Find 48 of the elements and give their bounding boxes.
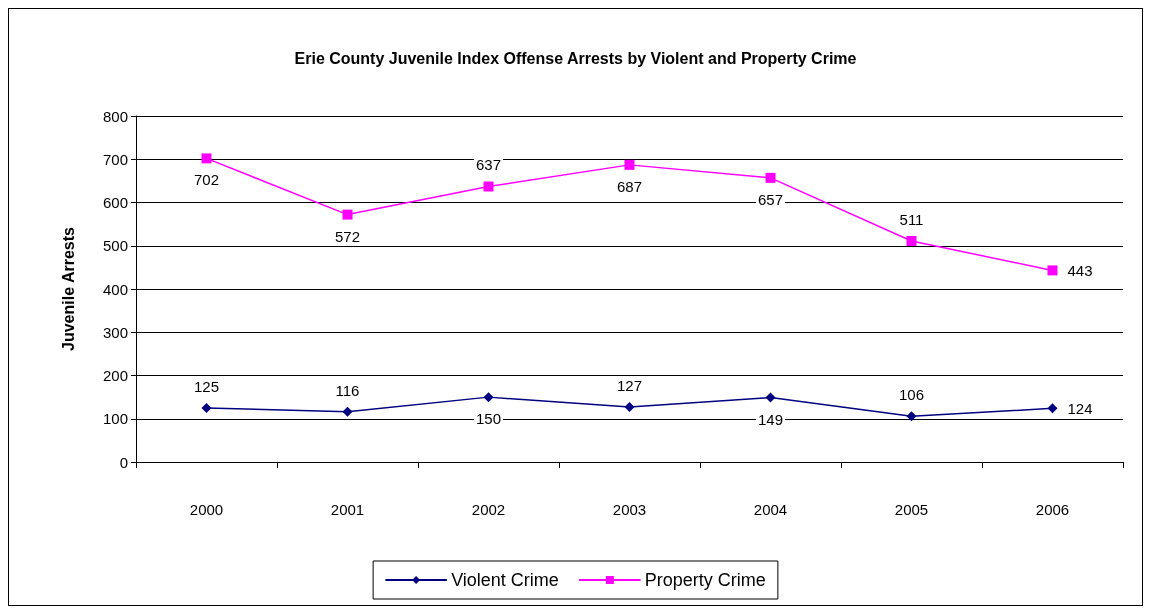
y-axis-title: Juvenile Arrests [59,226,77,351]
data-label: 511 [899,210,924,228]
data-label: 702 [193,171,220,189]
y-tick-label: 300 [102,323,128,341]
data-label: 125 [193,377,220,395]
data-label: 443 [1067,261,1093,279]
point [483,181,494,192]
legend-label: Property Crime [644,570,766,590]
y-tick-label: 0 [119,453,128,471]
point [342,209,353,220]
point [1047,265,1058,276]
data-label: 150 [475,410,502,428]
data-label: 572 [334,227,361,245]
data-label: 116 [335,381,360,399]
y-tick-label: 700 [102,150,128,168]
point [765,172,776,183]
point [201,402,212,413]
chart-title: Erie County Juvenile Index Offense Arrests by Violent and Property Crime [294,49,857,67]
x-tick-label: 2006 [1035,501,1070,518]
data-label: 149 [757,410,784,428]
x-tick-label: 2003 [612,501,647,518]
data-label: 637 [475,156,502,174]
y-tick-label: 200 [102,367,128,384]
y-tick-label: 400 [102,280,128,298]
y-tick-label: 500 [102,237,128,255]
y-tick-label: 600 [102,194,128,211]
x-tick-label: 2001 [330,501,365,518]
point [483,392,494,403]
data-label: 106 [898,386,925,404]
data-label: 124 [1067,399,1093,417]
point [624,402,635,413]
x-tick-label: 2002 [471,501,506,518]
x-tick-label: 2005 [894,501,929,518]
point [342,406,353,417]
point [624,159,635,170]
x-tick-label: 2000 [189,501,224,518]
y-tick-label: 100 [102,410,128,428]
y-tick-label: 800 [102,107,128,125]
point [906,411,917,422]
point [906,235,917,246]
data-label: 657 [757,190,784,208]
legend-label: Violent Crime [451,570,559,590]
point [765,392,776,403]
point [1047,403,1058,414]
data-label: 127 [616,377,643,395]
x-tick-label: 2004 [753,501,788,518]
point [201,153,212,164]
data-label: 687 [616,177,643,195]
